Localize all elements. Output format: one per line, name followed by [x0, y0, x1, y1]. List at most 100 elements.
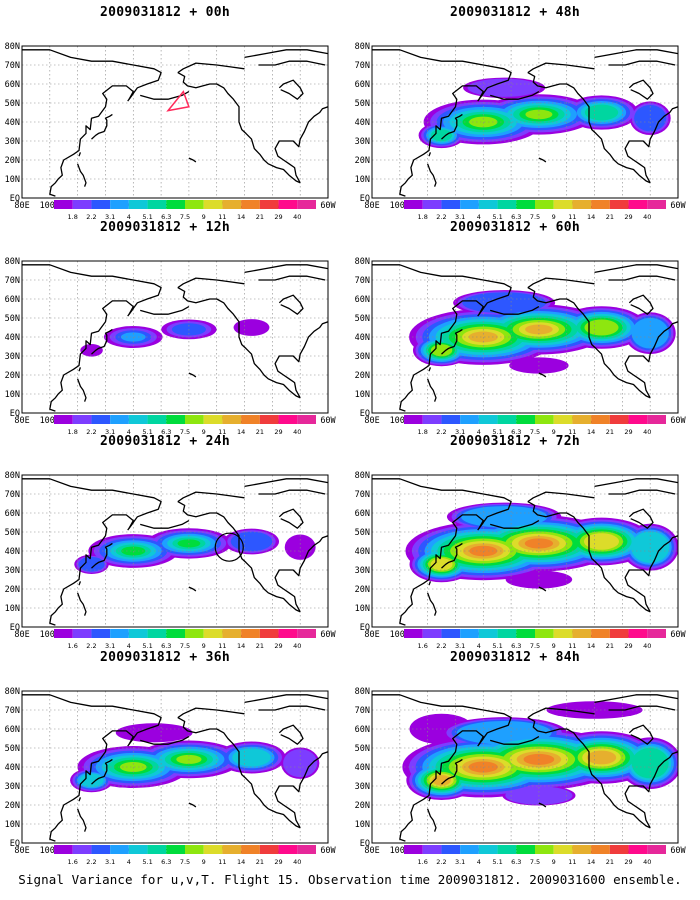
- lon-tick-label: 80E: [14, 630, 29, 640]
- colorbar-label: 2.2: [436, 858, 446, 866]
- lat-tick-label: 40N: [5, 118, 20, 128]
- coastline: [490, 520, 540, 529]
- lat-tick-label: 10N: [355, 390, 370, 400]
- colorbar-label: 3.1: [105, 213, 115, 221]
- map-panel: 2009031812 + 60h EQ 10N 20N 30N 40N 50N 60N 70N 8…: [350, 220, 687, 436]
- lat-tick-label: 70N: [5, 276, 20, 286]
- colorbar-label: 7.5: [180, 642, 190, 650]
- colorbar-label: 11: [568, 428, 576, 436]
- lon-tick-label: 80E: [14, 846, 29, 856]
- colorbar-swatch: [609, 200, 629, 209]
- coastline: [127, 522, 134, 531]
- coastline: [244, 264, 328, 274]
- lat-tick-label: 60N: [5, 509, 20, 519]
- colorbar-label: 4: [127, 428, 131, 436]
- flight-track: [166, 90, 190, 112]
- colorbar-swatch: [591, 200, 610, 209]
- coastline: [538, 586, 547, 592]
- colorbar-label: 11: [218, 213, 226, 221]
- lat-tick-label: 50N: [5, 314, 20, 324]
- lat-tick-label: 80N: [5, 687, 20, 697]
- coastline: [258, 275, 326, 281]
- colorbar-swatch: [553, 200, 573, 209]
- coastline: [428, 152, 432, 157]
- colorbar-label: 6.3: [511, 428, 521, 436]
- coastline: [140, 520, 190, 529]
- lat-tick-label: 70N: [355, 706, 370, 716]
- colorbar-swatch: [478, 629, 498, 638]
- coastline: [624, 535, 678, 613]
- coastline: [274, 535, 328, 613]
- lat-tick-label: 50N: [5, 528, 20, 538]
- colorbar-label: 4: [127, 858, 131, 866]
- colorbar-swatch: [185, 415, 204, 424]
- variance-contour: [115, 723, 193, 743]
- coastline: [177, 707, 245, 719]
- lat-tick-label: 60N: [5, 80, 20, 90]
- colorbar-swatch: [128, 200, 148, 209]
- colorbar-label: 1.8: [68, 213, 78, 221]
- colorbar-label: 6.3: [511, 858, 521, 866]
- colorbar-swatch: [441, 415, 461, 424]
- lat-tick-label: 80N: [355, 687, 370, 697]
- colorbar-label: 11: [568, 213, 576, 221]
- lon-tick-label: 80E: [14, 201, 29, 211]
- colorbar-label: 1.6: [418, 858, 428, 866]
- colorbar-swatch: [259, 845, 279, 854]
- coastline: [274, 321, 328, 399]
- coastline: [608, 489, 676, 495]
- colorbar-swatch: [628, 200, 648, 209]
- colorbar-swatch: [516, 629, 535, 638]
- colorbar-label: 29: [274, 213, 282, 221]
- lat-tick-label: EQ: [10, 194, 20, 204]
- map-panel: 2009031812 + 48h EQ 10N 20N 30N 40N 50N 60N 70N 8…: [350, 5, 687, 221]
- lat-tick-label: 80N: [355, 471, 370, 481]
- lat-tick-label: 60N: [5, 295, 20, 305]
- colorbar-swatch: [72, 415, 92, 424]
- coastline: [624, 106, 678, 184]
- colorbar-swatch: [185, 200, 204, 209]
- colorbar-swatch: [572, 200, 592, 209]
- lat-tick-label: 50N: [355, 744, 370, 754]
- colorbar-swatch: [404, 415, 423, 424]
- colorbar-label: 9: [552, 428, 556, 436]
- colorbar-label: 29: [624, 428, 632, 436]
- variance-contour: [233, 319, 270, 336]
- lat-tick-label: 60N: [355, 509, 370, 519]
- colorbar-label: 3.1: [455, 428, 465, 436]
- colorbar-label: 29: [624, 642, 632, 650]
- colorbar-swatch: [222, 415, 242, 424]
- colorbar-label: 3.1: [455, 858, 465, 866]
- colorbar-label: 9: [202, 213, 206, 221]
- coastline: [76, 378, 87, 402]
- colorbar-swatch: [478, 845, 498, 854]
- colorbar-label: 4: [127, 213, 131, 221]
- variance-contour: [584, 104, 619, 121]
- colorbar-label: 40: [643, 428, 651, 436]
- lat-tick-label: 50N: [355, 99, 370, 109]
- colorbar-swatch: [128, 845, 148, 854]
- colorbar-swatch: [647, 845, 666, 854]
- colorbar-label: 3.1: [105, 858, 115, 866]
- colorbar-swatch: [72, 845, 92, 854]
- lon-tick-label: 60W: [670, 846, 686, 856]
- colorbar: 1.8 2.2 3.1 4 5.1 6.3 7.5 9 11 14 21 29 40: [404, 415, 666, 436]
- coastline: [372, 49, 512, 197]
- colorbar-swatch: [72, 200, 92, 209]
- coastline: [426, 163, 437, 187]
- colorbar-label: 4: [477, 213, 481, 221]
- colorbar-label: 5.1: [492, 858, 502, 866]
- colorbar: 1.8 2.2 3.1 4 5.1 6.3 7.5 9 11 14 21 29 40: [54, 200, 316, 221]
- coastline: [527, 491, 595, 503]
- lat-tick-label: 20N: [355, 371, 370, 381]
- colorbar-label: 6.3: [511, 642, 521, 650]
- lat-tick-label: 30N: [5, 566, 20, 576]
- lat-tick-label: 20N: [355, 801, 370, 811]
- coastline: [177, 72, 301, 184]
- colorbar-swatch: [166, 200, 185, 209]
- colorbar-label: 6.3: [161, 428, 171, 436]
- colorbar-label: 4: [477, 642, 481, 650]
- coastline: [177, 717, 301, 829]
- coastline: [428, 581, 432, 586]
- coastline: [140, 736, 190, 745]
